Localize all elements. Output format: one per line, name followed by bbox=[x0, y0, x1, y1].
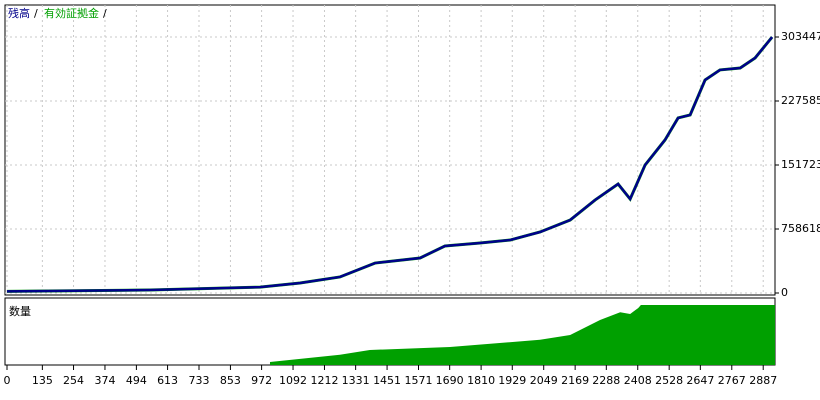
x-tick-label: 2049 bbox=[530, 374, 558, 387]
x-tick-label: 1690 bbox=[436, 374, 464, 387]
legend-entry: 残高 bbox=[8, 6, 30, 20]
legend-separator: / bbox=[34, 7, 38, 20]
line-series bbox=[6, 36, 774, 293]
x-tick-label: 135 bbox=[32, 374, 53, 387]
x-tick-label: 2288 bbox=[592, 374, 620, 387]
x-tick-label: 374 bbox=[94, 374, 115, 387]
x-tick-label: 1810 bbox=[467, 374, 495, 387]
x-tick-label: 494 bbox=[126, 374, 147, 387]
x-tick-label: 733 bbox=[189, 374, 210, 387]
x-tick-label: 0 bbox=[4, 374, 11, 387]
x-tick-label: 2887 bbox=[749, 374, 777, 387]
volume-area bbox=[269, 305, 775, 365]
y-tick-label: 0 bbox=[781, 286, 788, 299]
legend-entry: 有効証拠金 bbox=[44, 6, 99, 20]
x-tick-label: 613 bbox=[157, 374, 178, 387]
x-tick-label: 2528 bbox=[655, 374, 683, 387]
x-tick-label: 1212 bbox=[310, 374, 338, 387]
x-tick-label: 972 bbox=[251, 374, 272, 387]
x-tick-label: 1092 bbox=[279, 374, 307, 387]
x-tick-label: 1451 bbox=[373, 374, 401, 387]
x-tick-label: 254 bbox=[63, 374, 84, 387]
x-tick-label: 2408 bbox=[624, 374, 652, 387]
x-tick-label: 2767 bbox=[718, 374, 746, 387]
x-tick-label: 1929 bbox=[498, 374, 526, 387]
x-tick-label: 2647 bbox=[686, 374, 714, 387]
y-tick-label: 758618 bbox=[781, 222, 820, 235]
x-tick-label: 1331 bbox=[342, 374, 370, 387]
x-tick-label: 1571 bbox=[405, 374, 433, 387]
x-tick-label: 2169 bbox=[561, 374, 589, 387]
x-tick-label: 853 bbox=[220, 374, 241, 387]
y-tick-label: 1517235 bbox=[781, 158, 820, 171]
main-panel bbox=[4, 4, 776, 296]
volume-title: 数量 bbox=[9, 305, 31, 318]
legend-separator: / bbox=[103, 7, 107, 20]
